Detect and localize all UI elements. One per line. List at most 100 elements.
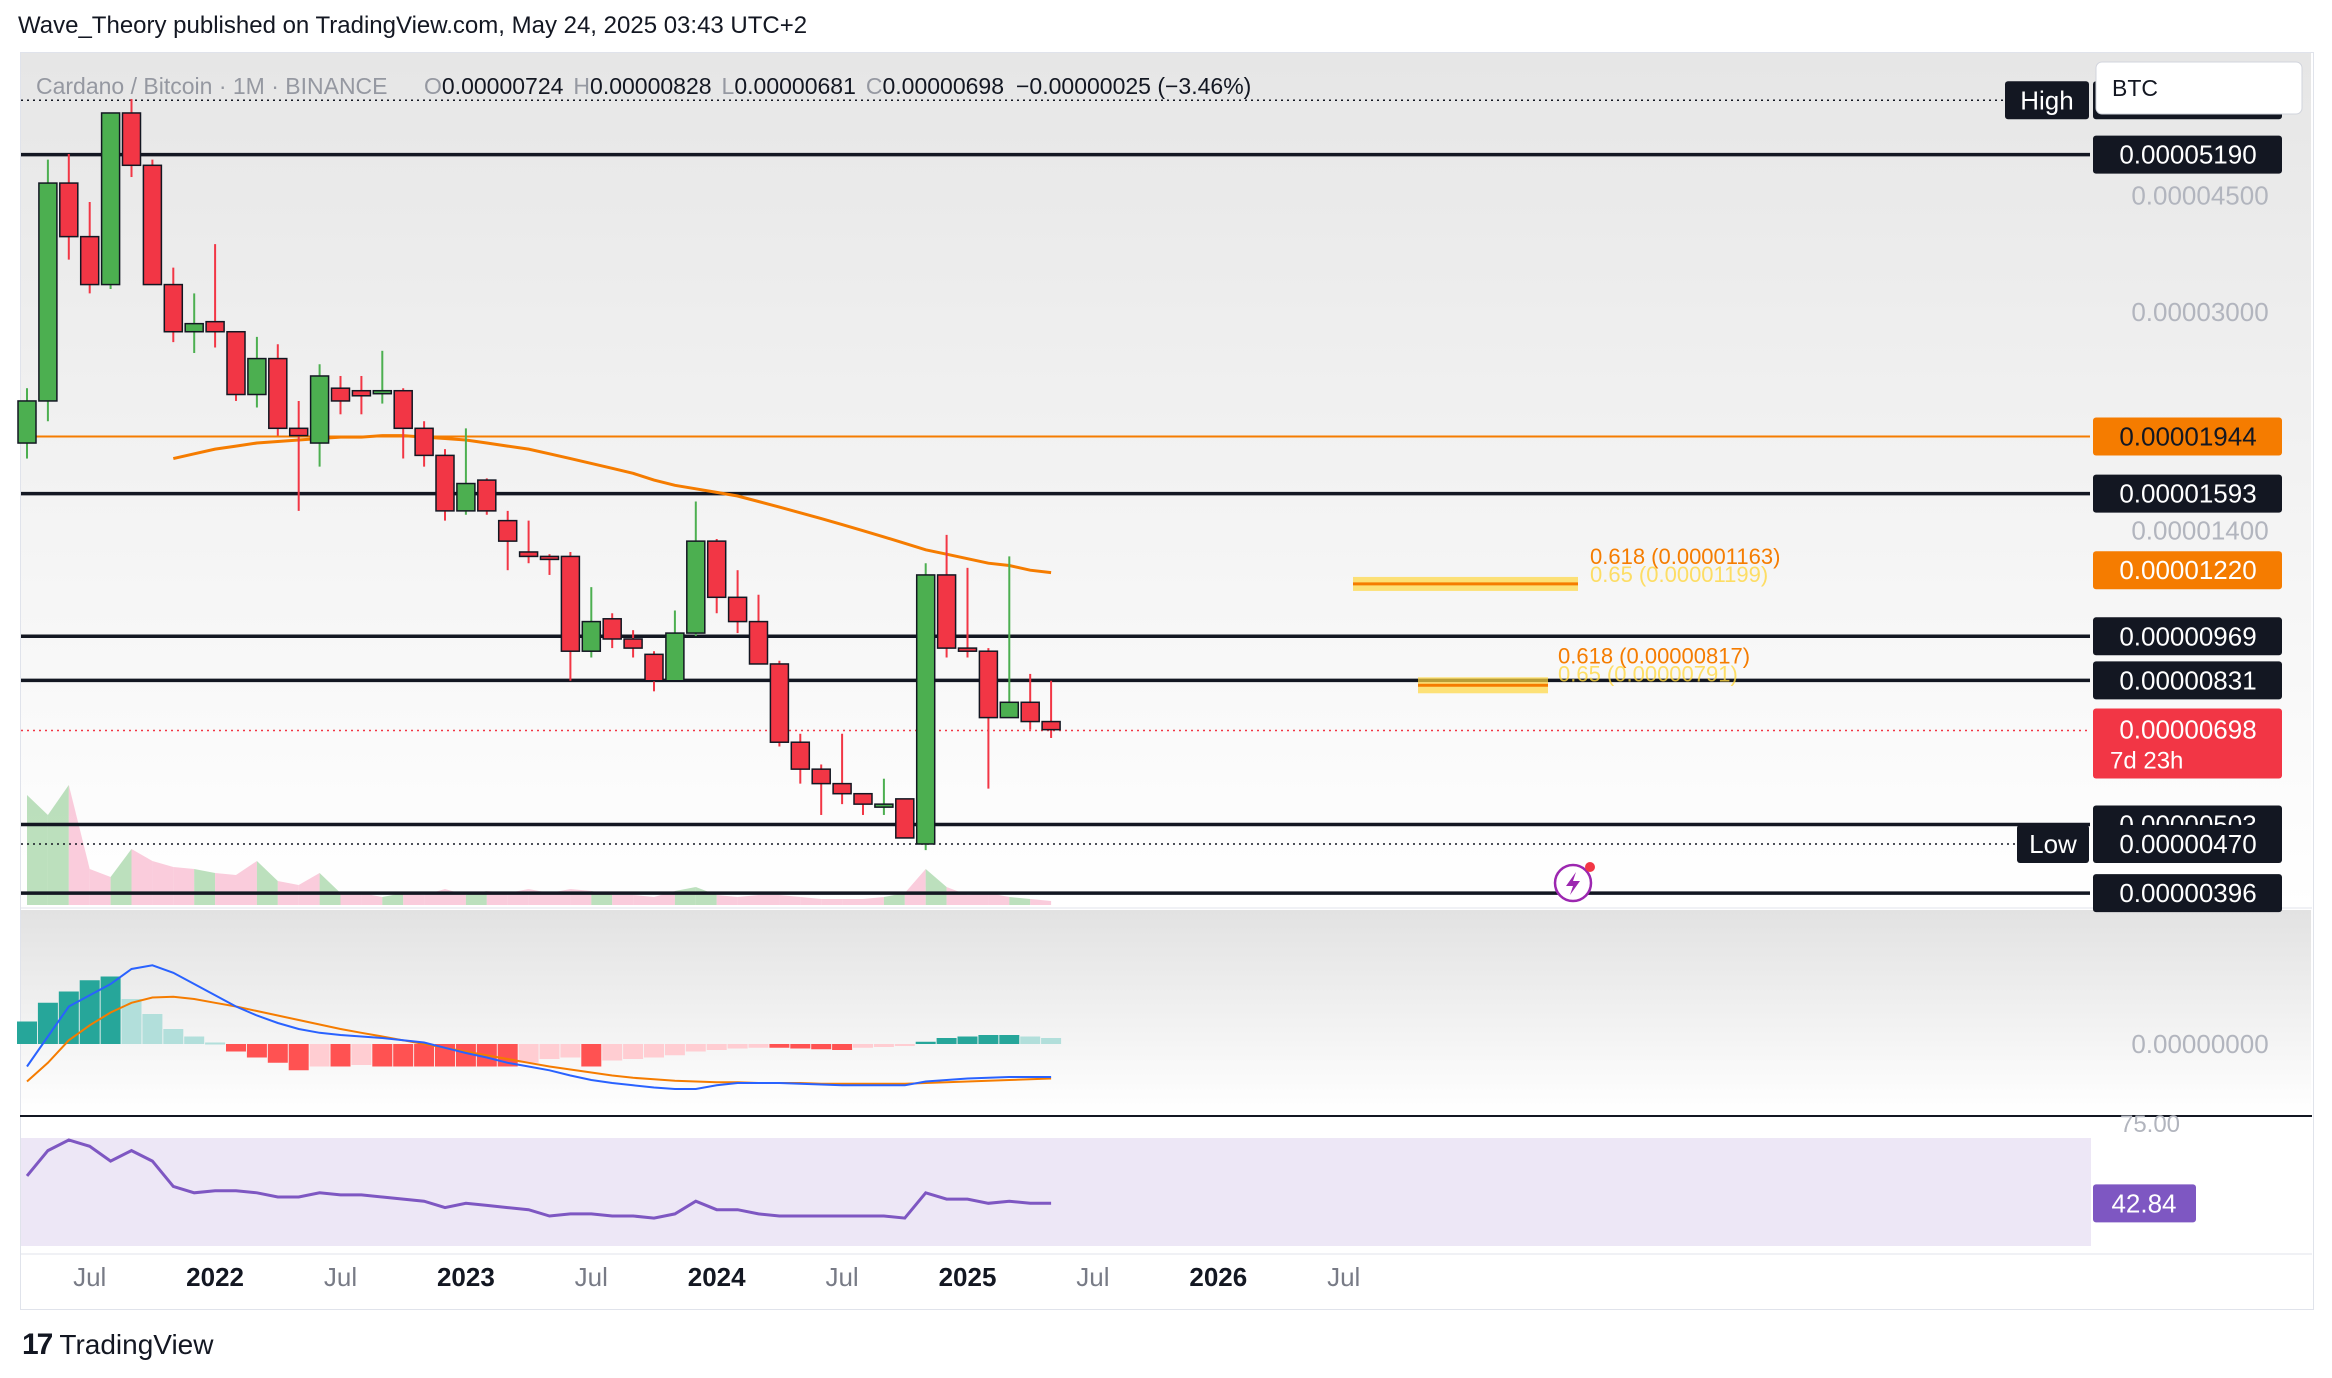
rsi-band	[21, 1138, 2091, 1246]
macd-histogram-bar	[414, 1044, 435, 1067]
x-tick-label: Jul	[825, 1262, 858, 1292]
level-price-tag: 0.00005190	[2119, 140, 2256, 170]
candle-body	[518, 551, 539, 558]
current-price-tag-bg	[2093, 708, 2282, 779]
volume-segment	[173, 867, 195, 905]
low-price-tag-bg	[2093, 824, 2282, 863]
candle-body	[351, 389, 372, 397]
candle-body	[602, 618, 622, 640]
x-tick-label: 2025	[939, 1262, 997, 1292]
macd-histogram-bar	[100, 976, 121, 1044]
volume-segment	[47, 785, 69, 905]
volume-segment	[152, 861, 174, 905]
rsi-line	[25, 1138, 1052, 1220]
macd-histogram-bar	[37, 1002, 58, 1044]
candle-body	[121, 112, 142, 167]
macd-histogram-bar	[790, 1044, 811, 1049]
macd-histogram-bar	[121, 999, 142, 1044]
macd-histogram-bar	[685, 1044, 706, 1052]
level-price-tag-bg	[2093, 417, 2282, 456]
level-price-tag-bg	[2093, 661, 2282, 700]
candle-body	[17, 400, 37, 444]
macd-line	[26, 964, 1052, 1090]
volume-segment	[800, 897, 822, 905]
candle-body	[226, 330, 246, 396]
candle-body	[936, 574, 957, 649]
candle-body	[665, 632, 685, 682]
candles	[17, 98, 1061, 851]
candle-body	[1041, 720, 1061, 731]
candle-body	[915, 574, 936, 845]
volume-segment	[967, 893, 989, 905]
macd-histogram-bar	[351, 1044, 372, 1065]
macd-histogram-bar	[205, 1042, 226, 1045]
candle-body	[623, 638, 643, 649]
high-tag: High	[2020, 85, 2073, 115]
macd-histogram-bar	[706, 1044, 727, 1050]
candle-body	[999, 701, 1020, 719]
candle-body	[686, 540, 706, 634]
macd-histogram-bar	[1020, 1036, 1041, 1044]
macd-histogram-bar	[288, 1044, 309, 1071]
volume-segment	[27, 795, 48, 905]
macd-histogram-bar	[894, 1044, 915, 1046]
macd-pane-background	[21, 910, 2311, 1115]
rsi-current-tag: 42.84	[2111, 1188, 2176, 1218]
rsi-indicator	[25, 1138, 1052, 1220]
volume-segment	[925, 869, 947, 905]
macd-histogram-bar	[999, 1035, 1020, 1044]
x-tick-label: 2022	[186, 1262, 244, 1292]
macd-histogram-bar	[518, 1044, 539, 1063]
x-tick-label: Jul	[1076, 1262, 1109, 1292]
candle-body	[978, 650, 999, 719]
candle-body	[644, 653, 664, 682]
currency-selector[interactable]: BTC	[2095, 61, 2303, 115]
macd-histogram-bar	[163, 1029, 184, 1044]
candle-body	[435, 454, 455, 512]
volume-segment	[340, 893, 362, 905]
macd-histogram-bar	[832, 1044, 853, 1050]
ohlc-readout: O0.00000724 H0.00000828 L0.00000681 C0.0000…	[424, 73, 1251, 99]
level-price-tag-bg	[2093, 874, 2282, 913]
volume-segment	[68, 785, 90, 905]
volume-segment	[194, 869, 216, 905]
candle-body	[59, 182, 79, 238]
publisher-line: Wave_Theory published on TradingView.com…	[18, 12, 808, 39]
y-tick-label: 0.00004500	[2131, 181, 2268, 211]
level-price-tag-bg	[2093, 474, 2282, 513]
macd-histogram-bar	[560, 1044, 581, 1058]
level-price-tag-bg	[2093, 135, 2282, 174]
rsi-level-label: 75.00	[2120, 1111, 2180, 1138]
macd-zero-label: 0.00000000	[2131, 1029, 2268, 1059]
macd-histogram-bar	[978, 1035, 999, 1044]
macd-histogram-bar	[936, 1038, 957, 1044]
candle-body	[205, 320, 225, 333]
fib-label: 0.618 (0.00001163)	[1590, 544, 1780, 569]
macd-histogram-bar	[372, 1044, 393, 1067]
symbol-title: Cardano / Bitcoin · 1M · BINANCE	[36, 73, 388, 99]
alert-icon[interactable]	[1553, 862, 1595, 903]
macd-histogram-bar	[602, 1044, 623, 1061]
macd-histogram-bar	[330, 1044, 351, 1067]
macd-histogram-bar	[811, 1044, 832, 1050]
macd-histogram-bar	[309, 1044, 330, 1067]
candle-body	[456, 482, 476, 512]
volume-segment	[863, 897, 884, 905]
candle-body	[790, 741, 811, 770]
chart-frame	[20, 52, 2314, 1310]
countdown-label: 7d 23h	[2110, 747, 2183, 774]
volume-segment	[131, 849, 153, 905]
macd-histogram-bar	[769, 1044, 790, 1048]
macd-histogram-bar	[581, 1044, 602, 1067]
x-tick-label: Jul	[575, 1262, 608, 1292]
volume-segment	[89, 869, 111, 905]
candle-body	[874, 803, 894, 808]
level-price-tag: 0.00000831	[2119, 665, 2256, 695]
volume-segment	[612, 895, 634, 905]
current-price-tag: 0.00000698	[2119, 714, 2256, 744]
fib-label-shadow: 0.65 (0.00000791)	[1558, 661, 1738, 686]
macd-signal-line	[26, 995, 1052, 1085]
tradingview-logo[interactable]: 17 TradingView	[22, 1328, 213, 1362]
candle-body	[184, 322, 204, 333]
